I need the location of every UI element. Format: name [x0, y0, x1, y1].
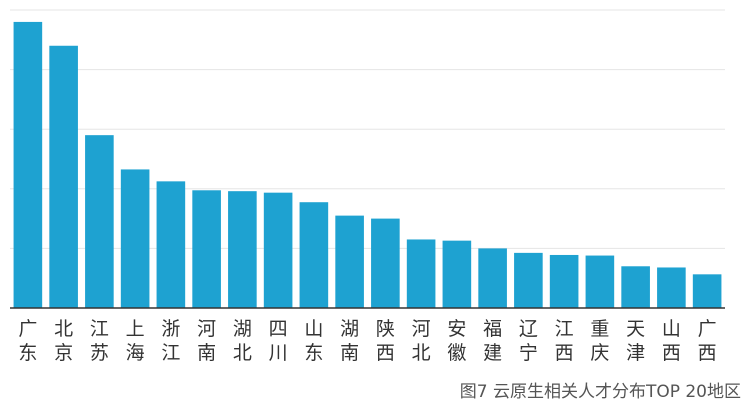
bar: [192, 190, 221, 308]
category-label: 广东: [18, 318, 37, 364]
category-label: 福建: [483, 318, 502, 364]
bar: [263, 192, 293, 308]
category-label: 湖北: [233, 318, 252, 364]
bar: [371, 218, 400, 308]
bar: [406, 239, 436, 308]
bar: [442, 240, 472, 308]
category-label: 北京: [54, 318, 73, 364]
bar: [13, 21, 43, 308]
category-label: 广西: [698, 318, 717, 364]
bar: [549, 254, 579, 308]
bar: [228, 191, 257, 308]
bar: [621, 266, 650, 308]
category-label: 河北: [412, 318, 431, 364]
category-label: 河南: [197, 318, 216, 364]
category-label: 湖南: [340, 318, 359, 364]
bar: [299, 202, 329, 308]
bar: [156, 181, 186, 308]
bar: [478, 248, 507, 308]
bar: [120, 169, 150, 308]
category-label: 浙江: [161, 318, 180, 364]
grid-lines: [10, 9, 725, 249]
category-label: 陕西: [376, 318, 395, 364]
category-label: 江苏: [90, 318, 109, 364]
category-label: 天津: [626, 318, 645, 364]
bar: [49, 45, 78, 308]
bar: [335, 215, 364, 308]
category-label: 四川: [269, 318, 288, 364]
bar: [657, 267, 686, 308]
category-label: 山西: [662, 318, 681, 364]
category-label: 安徽: [447, 318, 466, 364]
category-label: 辽宁: [519, 318, 538, 364]
bar: [514, 252, 543, 308]
category-label: 江西: [555, 318, 574, 364]
bar: [85, 135, 114, 308]
category-label: 山东: [304, 318, 323, 364]
bars: [13, 21, 722, 308]
bar: [585, 255, 615, 308]
category-label: 重庆: [590, 318, 609, 364]
category-label: 上海: [126, 318, 145, 364]
figure-caption: 图7 云原生相关人才分布TOP 20地区: [459, 382, 741, 402]
bar: [692, 274, 722, 308]
